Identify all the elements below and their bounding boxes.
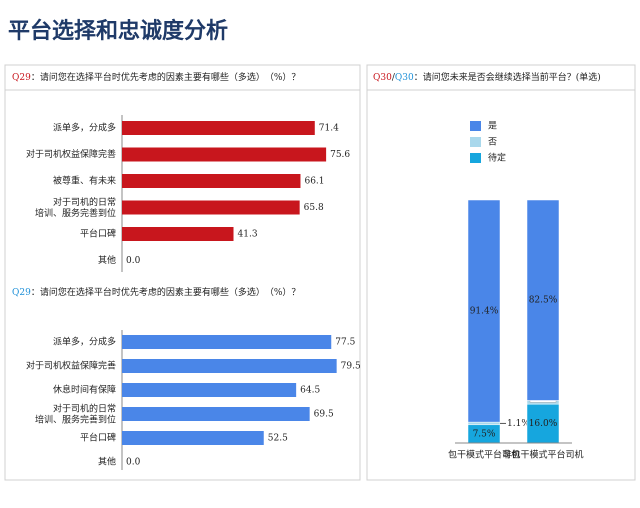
title-part: ：请问您未来是否会继续选择当前平台？(单选) bbox=[414, 71, 601, 83]
category-label: 包干模式平台司机 bbox=[448, 449, 520, 461]
value-label: 52.5 bbox=[268, 434, 288, 444]
bar bbox=[122, 335, 332, 349]
value-label: 71.4 bbox=[319, 124, 339, 134]
value-label: 1.1% bbox=[507, 419, 530, 429]
category-label: 其他 bbox=[98, 456, 116, 468]
legend-label: 是 bbox=[488, 121, 497, 132]
bar bbox=[122, 147, 327, 162]
bar bbox=[122, 227, 234, 241]
category-label: 对于司机的日常培训、服务完善到位 bbox=[35, 402, 116, 425]
bar-segment bbox=[467, 199, 501, 423]
value-label: 41.3 bbox=[238, 230, 258, 240]
legend-swatch bbox=[470, 153, 481, 163]
category-label: 平台口碑 bbox=[80, 432, 116, 444]
value-label: 69.5 bbox=[314, 410, 334, 420]
category-label: 派单多，分成多 bbox=[53, 336, 116, 348]
category-label: 对于司机权益保障完善 bbox=[26, 360, 116, 372]
title-part: Q30 bbox=[395, 73, 414, 83]
bar bbox=[122, 383, 297, 397]
chart-title: Q29：请问您在选择平台时优先考虑的因素主要有哪些（多选） （%）？ bbox=[12, 71, 300, 83]
value-label: 0.0 bbox=[126, 256, 141, 266]
title-part: Q30 bbox=[373, 73, 392, 83]
value-label: 75.6 bbox=[330, 150, 350, 160]
category-label: 被尊重、有未来 bbox=[53, 175, 116, 187]
bar bbox=[122, 407, 310, 421]
bar bbox=[122, 359, 337, 373]
page-title: 平台选择和忠诚度分析 bbox=[8, 18, 228, 44]
value-label: 82.5% bbox=[529, 296, 558, 306]
legend-swatch bbox=[470, 137, 481, 147]
category-label: 对于司机的日常培训、服务完善到位 bbox=[35, 196, 116, 219]
category-label: 非包干模式平台司机 bbox=[502, 449, 583, 461]
value-label: 7.5% bbox=[473, 429, 496, 439]
legend-swatch bbox=[470, 121, 481, 131]
bar-segment bbox=[526, 199, 560, 401]
category-label: 休息时间有保障 bbox=[53, 384, 116, 396]
left-panel bbox=[4, 64, 361, 481]
category-label: 派单多，分成多 bbox=[53, 122, 116, 134]
bar bbox=[122, 431, 264, 445]
bar bbox=[122, 200, 300, 215]
bar-segment bbox=[467, 421, 501, 426]
value-label: 77.5 bbox=[335, 338, 355, 348]
title-part: / bbox=[392, 73, 396, 83]
category-label: 其他 bbox=[98, 254, 116, 266]
value-label: 64.5 bbox=[300, 386, 320, 396]
title-part: Q29 bbox=[12, 288, 31, 298]
title-part: Q29 bbox=[12, 73, 31, 83]
value-label: 79.5 bbox=[341, 362, 361, 372]
value-label: 66.1 bbox=[304, 177, 324, 187]
value-label: 65.8 bbox=[304, 203, 324, 213]
bar bbox=[122, 174, 301, 188]
title-part: ：请问您在选择平台时优先考虑的因素主要有哪些（多选） （%）？ bbox=[31, 71, 301, 83]
legend-label: 否 bbox=[488, 137, 497, 148]
value-label: 16.0% bbox=[529, 419, 558, 429]
chart-title: Q30/Q30：请问您未来是否会继续选择当前平台？(单选) bbox=[373, 71, 601, 83]
category-label: 平台口碑 bbox=[80, 228, 116, 240]
bar bbox=[122, 121, 315, 135]
category-label: 对于司机权益保障完善 bbox=[26, 148, 116, 160]
legend-label: 待定 bbox=[488, 152, 506, 164]
value-label: 0.0 bbox=[126, 458, 141, 468]
right-panel bbox=[366, 64, 636, 481]
value-label: 91.4% bbox=[470, 307, 499, 317]
title-part: ：请问您在选择平台时优先考虑的因素主要有哪些（多选） （%）？ bbox=[31, 286, 301, 298]
chart-title: Q29：请问您在选择平台时优先考虑的因素主要有哪些（多选） （%）？ bbox=[12, 286, 300, 298]
